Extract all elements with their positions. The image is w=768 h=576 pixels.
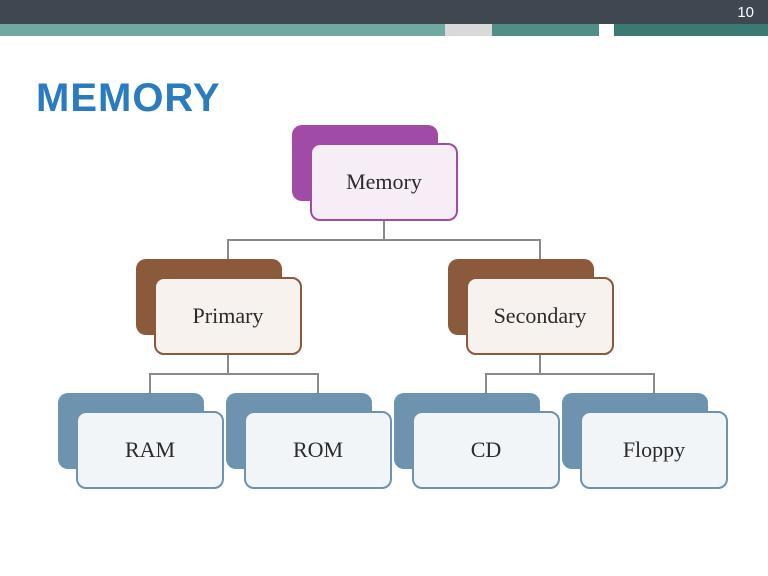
node-front: ROM xyxy=(244,411,392,489)
connector xyxy=(539,355,541,374)
slide-title: MEMORY xyxy=(36,76,768,121)
node-front: Primary xyxy=(154,277,302,355)
connector xyxy=(485,373,655,375)
node-label: RAM xyxy=(125,437,175,463)
connector xyxy=(227,240,229,259)
connector xyxy=(539,240,541,259)
node-primary: Primary xyxy=(154,277,302,355)
connector xyxy=(653,374,655,393)
connector xyxy=(149,373,319,375)
node-label: Secondary xyxy=(494,303,587,329)
node-front: Secondary xyxy=(466,277,614,355)
node-front: Floppy xyxy=(580,411,728,489)
node-cd: CD xyxy=(412,411,560,489)
decor-bar xyxy=(0,24,768,36)
node-front: RAM xyxy=(76,411,224,489)
node-label: ROM xyxy=(293,437,343,463)
connector xyxy=(227,239,541,241)
node-memory: Memory xyxy=(310,143,458,221)
connector xyxy=(317,374,319,393)
node-label: Floppy xyxy=(623,437,685,463)
node-label: CD xyxy=(471,437,502,463)
connector xyxy=(383,221,385,240)
node-label: Memory xyxy=(346,169,422,195)
node-floppy: Floppy xyxy=(580,411,728,489)
node-label: Primary xyxy=(193,303,264,329)
node-ram: RAM xyxy=(76,411,224,489)
connector xyxy=(227,355,229,374)
page-number: 10 xyxy=(737,4,754,21)
node-front: CD xyxy=(412,411,560,489)
node-secondary: Secondary xyxy=(466,277,614,355)
node-rom: ROM xyxy=(244,411,392,489)
node-front: Memory xyxy=(310,143,458,221)
memory-hierarchy-diagram: Memory Primary Secondary RAM ROM CD Floppy xyxy=(0,121,768,571)
slide-topbar: 10 xyxy=(0,0,768,24)
connector xyxy=(149,374,151,393)
connector xyxy=(485,374,487,393)
